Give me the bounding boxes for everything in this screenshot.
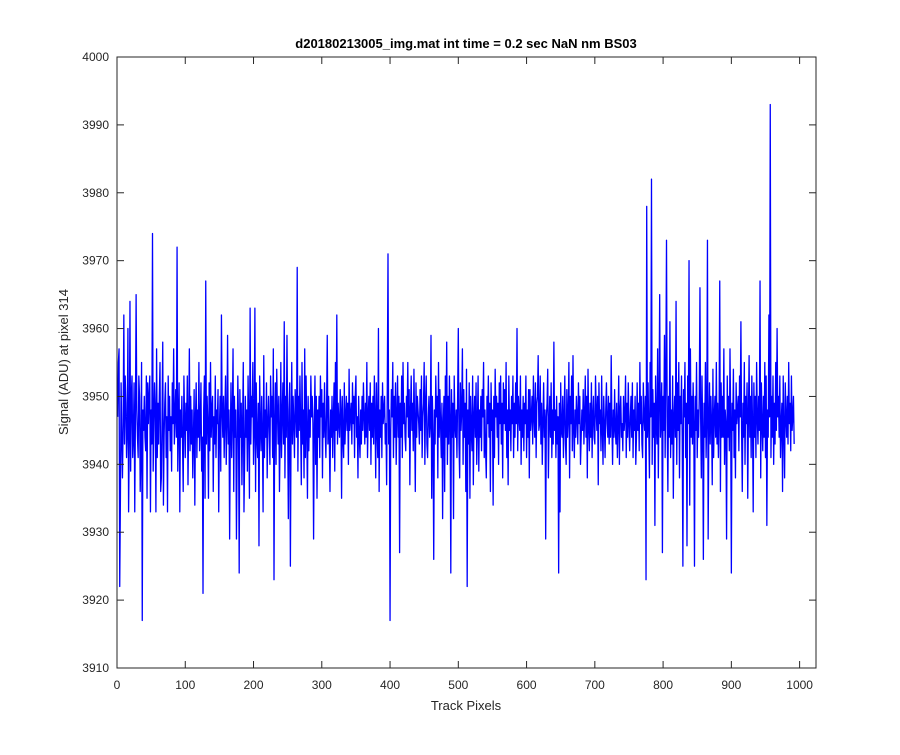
axes-box: [116, 56, 817, 669]
y-tick-label: 3930: [82, 525, 109, 539]
y-tick-label: 3950: [82, 389, 109, 403]
y-tick-label: 3960: [82, 322, 109, 336]
y-tick-label: 3970: [82, 254, 109, 268]
x-tick-label: 200: [244, 678, 264, 692]
x-tick-label: 500: [448, 678, 468, 692]
y-tick-label: 3940: [82, 457, 109, 471]
x-tick-label: 900: [721, 678, 741, 692]
x-tick-label: 400: [380, 678, 400, 692]
x-tick-label: 800: [653, 678, 673, 692]
x-tick-label: 700: [585, 678, 605, 692]
y-tick-label: 3990: [82, 118, 109, 132]
x-tick-label: 600: [517, 678, 537, 692]
series-line-0: [117, 103, 795, 622]
data-layer: [117, 103, 795, 622]
y-axis-label: Signal (ADU) at pixel 314: [56, 289, 71, 435]
y-tick-label: 3980: [82, 186, 109, 200]
y-tick-label: 3910: [82, 661, 109, 675]
x-axis-label: Track Pixels: [431, 698, 502, 713]
x-tick-label: 100: [175, 678, 195, 692]
ticks-layer: 0 100 200 300 400 500 600 700 800 900 1000 3910 3920…: [82, 50, 816, 692]
x-tick-label: 0: [114, 678, 121, 692]
x-tick-label: 1000: [786, 678, 813, 692]
chart-title: d20180213005_img.mat int time = 0.2 sec …: [295, 36, 636, 51]
y-tick-label: 4000: [82, 50, 109, 64]
y-tick-label: 3920: [82, 593, 109, 607]
x-tick-label: 300: [312, 678, 332, 692]
